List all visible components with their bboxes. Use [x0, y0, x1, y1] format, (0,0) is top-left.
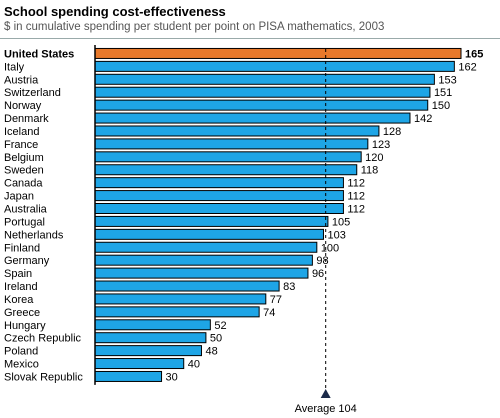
bar-spain — [94, 267, 309, 279]
category-label-united-states: United States — [4, 48, 74, 60]
value-label-norway: 150 — [432, 100, 450, 112]
value-label-iceland: 128 — [383, 126, 401, 138]
category-label-switzerland: Switzerland — [4, 87, 61, 99]
category-label-mexico: Mexico — [4, 359, 39, 371]
bar-norway — [94, 99, 429, 111]
value-label-hungary: 52 — [214, 320, 226, 332]
category-label-austria: Austria — [4, 74, 39, 86]
category-label-finland: Finland — [4, 242, 40, 254]
value-label-germany: 98 — [316, 255, 328, 267]
category-label-hungary: Hungary — [4, 320, 46, 332]
category-label-france: France — [4, 139, 38, 151]
value-label-united-states: 165 — [465, 48, 483, 60]
category-label-portugal: Portugal — [4, 216, 45, 228]
bar-czech-republic — [94, 332, 207, 344]
value-label-france: 123 — [372, 139, 390, 151]
bar-austria — [94, 73, 435, 85]
category-label-canada: Canada — [4, 178, 43, 190]
value-label-poland: 48 — [205, 346, 217, 358]
bar-france — [94, 138, 369, 150]
value-label-japan: 112 — [347, 191, 365, 203]
title-divider — [0, 38, 500, 39]
category-label-netherlands: Netherlands — [4, 229, 64, 241]
category-label-belgium: Belgium — [4, 152, 44, 164]
category-label-ireland: Ireland — [4, 281, 38, 293]
bar-denmark — [94, 112, 411, 124]
bar-sweden — [94, 164, 358, 176]
value-label-belgium: 120 — [365, 152, 383, 164]
category-label-australia: Australia — [4, 204, 48, 216]
average-label: Average 104 — [295, 403, 357, 415]
category-label-czech-republic: Czech Republic — [4, 333, 82, 345]
bar-netherlands — [94, 228, 324, 240]
average-marker-icon — [320, 389, 331, 398]
bar-korea — [94, 293, 267, 305]
category-label-korea: Korea — [4, 294, 34, 306]
chart-subtitle: $ in cumulative spending per student per… — [4, 21, 385, 33]
category-label-slovak-republic: Slovak Republic — [4, 371, 83, 383]
value-label-portugal: 105 — [332, 216, 350, 228]
category-label-iceland: Iceland — [4, 126, 39, 138]
bar-canada — [94, 177, 344, 189]
bar-switzerland — [94, 86, 431, 98]
value-label-korea: 77 — [270, 294, 282, 306]
category-label-spain: Spain — [4, 268, 32, 280]
value-label-sweden: 118 — [361, 165, 379, 177]
value-label-australia: 112 — [347, 204, 365, 216]
bar-australia — [94, 203, 344, 214]
category-label-denmark: Denmark — [4, 113, 49, 125]
bar-germany — [94, 254, 313, 266]
bar-slovak-republic — [94, 370, 163, 382]
category-label-poland: Poland — [4, 346, 38, 358]
value-label-netherlands: 103 — [327, 229, 345, 241]
value-label-denmark: 142 — [414, 113, 432, 125]
bar-united-states — [94, 47, 462, 59]
category-label-sweden: Sweden — [4, 165, 44, 177]
chart-title: School spending cost-effectiveness — [4, 4, 226, 19]
bar-greece — [94, 306, 260, 318]
bar-portugal — [94, 215, 329, 227]
value-label-canada: 112 — [347, 178, 365, 190]
bar-ireland — [94, 280, 280, 292]
value-label-slovak-republic: 30 — [166, 371, 178, 383]
value-label-austria: 153 — [438, 74, 456, 86]
category-label-italy: Italy — [4, 61, 25, 73]
value-label-finland: 100 — [321, 242, 339, 254]
bar-finland — [94, 241, 318, 253]
bar-belgium — [94, 151, 362, 163]
bar-japan — [94, 190, 344, 202]
value-label-ireland: 83 — [283, 281, 295, 293]
bar-italy — [94, 60, 455, 72]
value-label-switzerland: 151 — [434, 87, 452, 99]
bar-mexico — [94, 358, 185, 370]
value-label-italy: 162 — [458, 61, 476, 73]
category-label-japan: Japan — [4, 191, 34, 203]
bar-iceland — [94, 125, 380, 137]
category-label-greece: Greece — [4, 307, 40, 319]
value-label-mexico: 40 — [188, 359, 200, 371]
value-label-greece: 74 — [263, 307, 275, 319]
bar-hungary — [94, 319, 211, 331]
category-label-germany: Germany — [4, 255, 50, 267]
value-label-czech-republic: 50 — [210, 333, 222, 345]
value-label-spain: 96 — [312, 268, 324, 280]
bar-poland — [94, 345, 202, 357]
category-label-norway: Norway — [4, 100, 42, 112]
